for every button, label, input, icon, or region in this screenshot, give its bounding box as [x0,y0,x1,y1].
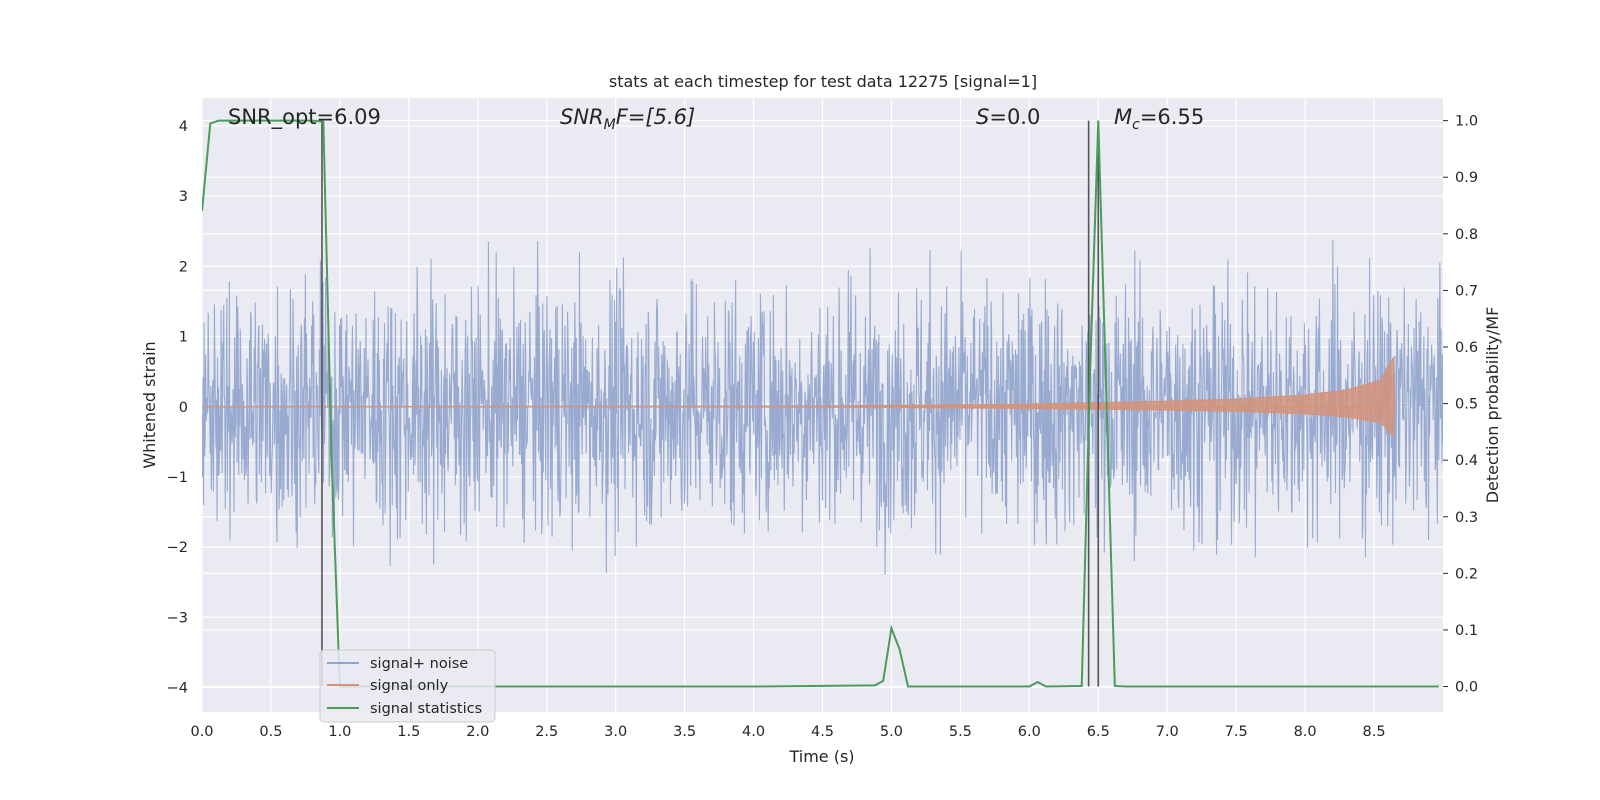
series-signal-noise [202,239,1443,575]
y2-tick-label: 0.5 [1455,397,1478,413]
y2-tick-label: 0.1 [1455,623,1478,639]
annotation-s-main: S [976,105,989,129]
y-tick-label: 4 [179,119,188,135]
x-tick-label: 0.0 [190,724,213,740]
x-tick-label: 2.5 [535,724,558,740]
y2-tick-label: 0.4 [1455,453,1478,469]
annotations: SNR_opt=6.09 SNRMF=[5.6] S=0.0 Mc=6.55 [228,105,1204,133]
x-tick-label: 6.5 [1087,724,1110,740]
y2-tick-label: 0.7 [1455,283,1478,299]
y-tick-label: −3 [167,610,188,626]
annotation-mc-rest: =6.55 [1140,105,1204,129]
annotation-mc-sub: c [1132,117,1140,133]
annotation-snr-mf-rest: F=[5.6] [616,105,695,129]
y-tick-label: 1 [179,330,188,346]
y-tick-labels: 4 3 2 1 0 −1 −2 −3 −4 [167,119,188,696]
y2-tick-label: 0.0 [1455,680,1478,696]
annotation-snr-mf-main: SNR [560,105,604,129]
y-axis-label: Whitened strain [140,341,159,468]
y-tick-label: 0 [179,400,188,416]
legend-box [319,649,496,723]
statistics-series-group [202,119,1439,688]
x-tick-label: 1.0 [328,724,351,740]
legend-label-noise: signal+ noise [370,656,468,672]
x-tick-label: 4.5 [811,724,834,740]
x-tick-label: 3.5 [673,724,696,740]
x-tick-label: 0.5 [259,724,282,740]
x-tick-label: 8.0 [1294,724,1317,740]
y2-tick-label: 0.2 [1455,566,1478,582]
x-tick-label: 7.5 [1225,724,1248,740]
legend-label-signal: signal only [370,678,449,694]
annotation-s-rest: =0.0 [989,105,1040,129]
annotation-snr-mf: SNRMF=[5.6] [560,105,695,133]
y-tick-label: −1 [167,470,188,486]
x-tick-label: 5.0 [880,724,903,740]
annotation-mc: Mc=6.55 [1114,105,1204,133]
x-tick-label: 1.5 [397,724,420,740]
annotation-mc-main: M [1114,105,1132,129]
x-tick-label: 3.0 [604,724,627,740]
plot-clip [202,119,1443,688]
legend: signal+ noise signal only signal statist… [319,649,496,723]
series-signal-statistics [202,119,1439,688]
noise-series-group [202,239,1443,575]
y-tick-label: 3 [179,189,188,205]
y2-axis-label: Detection probability/MF [1483,307,1502,504]
x-tick-label: 8.5 [1363,724,1386,740]
y-tick-label: −2 [167,540,188,556]
y-tick-label: −4 [167,680,188,696]
series-signal-only [202,355,1396,438]
y2-tick-label: 0.3 [1455,510,1478,526]
x-tick-label: 2.0 [466,724,489,740]
y2-tick-label: 1.0 [1455,114,1478,130]
y2-tick-label: 0.6 [1455,340,1478,356]
legend-label-statistics: signal statistics [370,701,482,717]
x-tick-label: 5.5 [949,724,972,740]
x-tick-label: 6.0 [1018,724,1041,740]
y-tick-label: 2 [179,259,188,275]
x-tick-label: 7.0 [1156,724,1179,740]
x-tick-labels: 0.0 0.5 1.0 1.5 2.0 2.5 3.0 3.5 4.0 4.5 5.0 5.5 6.0 6… [190,724,1385,740]
y2-tick-label: 0.8 [1455,227,1478,243]
annotation-snr-opt: SNR_opt=6.09 [228,105,381,130]
chart-title: stats at each timestep for test data 122… [609,72,1037,91]
x-tick-label: 4.0 [742,724,765,740]
annotation-s: S=0.0 [976,105,1040,129]
annotation-snr-mf-sub: M [604,117,616,133]
signal-series-group [202,355,1396,438]
y2-tick-label: 0.9 [1455,170,1478,186]
x-axis-label: Time (s) [788,747,854,766]
y2-tick-labels: 1.0 0.9 0.8 0.7 0.6 0.5 0.4 0.3 0.2 0.1 0.0 [1443,114,1478,696]
